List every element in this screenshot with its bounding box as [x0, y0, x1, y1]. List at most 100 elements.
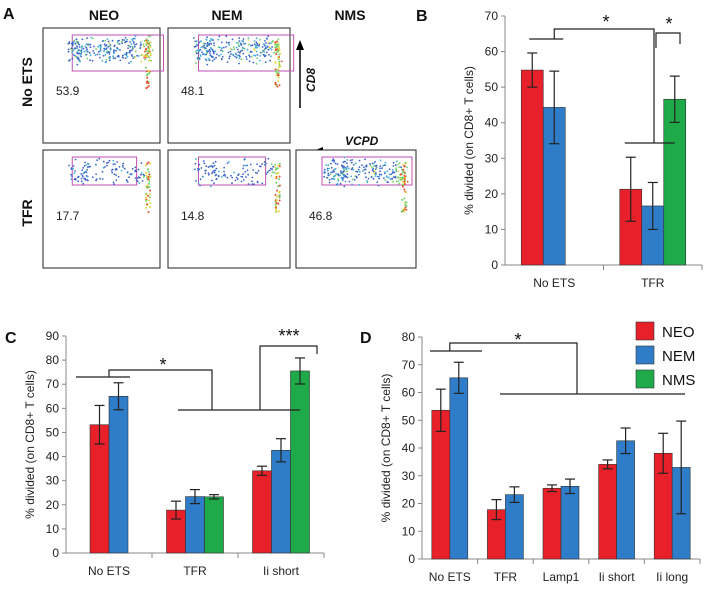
cd8-axis-label: CD8 — [304, 68, 318, 92]
flow-event-dot — [245, 176, 247, 178]
flow-event-dot — [117, 48, 120, 50]
flow-event-dot — [91, 176, 94, 179]
flow-peak-dot — [401, 183, 404, 186]
flow-event-dot — [106, 164, 108, 167]
x-category-label: TFR — [641, 276, 665, 290]
flow-event-dot — [355, 162, 357, 165]
flow-event-dot — [241, 39, 244, 42]
flow-event-dot — [238, 45, 241, 48]
flow-peak-dot — [403, 178, 406, 181]
flow-event-dot — [118, 43, 121, 45]
flow-event-dot — [78, 43, 80, 46]
flow-event-dot — [108, 42, 110, 44]
flow-event-dot — [373, 165, 376, 168]
flow-event-dot — [116, 41, 119, 43]
significance-marker: * — [665, 14, 672, 34]
flow-event-dot — [208, 44, 211, 46]
flow-event-dot — [397, 170, 400, 173]
flow-event-dot — [393, 171, 396, 174]
flow-event-dot — [148, 35, 150, 38]
flow-event-dot — [226, 162, 229, 165]
flow-percentage: 46.8 — [309, 209, 333, 223]
flow-event-dot — [122, 166, 124, 168]
flow-event-dot — [199, 184, 201, 187]
flow-event-dot — [143, 56, 146, 59]
flow-peak-dot — [277, 210, 280, 213]
flow-event-dot — [148, 56, 151, 59]
flow-peak-dot — [147, 82, 150, 85]
flow-event-dot — [107, 40, 110, 43]
flow-peak-dot — [403, 183, 406, 185]
flow-event-dot — [263, 55, 266, 58]
y-tick-label: 20 — [46, 498, 60, 512]
flow-event-dot — [111, 171, 114, 174]
flow-event-dot — [243, 158, 246, 161]
flow-peak-dot — [278, 162, 281, 165]
flow-peak-dot — [274, 61, 277, 64]
flow-peak-dot — [147, 161, 150, 164]
flow-event-dot — [140, 60, 143, 63]
flow-event-dot — [125, 179, 128, 181]
flow-event-dot — [259, 38, 261, 41]
flow-event-dot — [250, 44, 252, 47]
flow-event-dot — [333, 161, 335, 163]
flow-event-dot — [397, 177, 400, 179]
flow-event-dot — [268, 169, 271, 172]
flow-event-dot — [121, 164, 124, 167]
flow-event-dot — [344, 180, 347, 183]
flow-event-dot — [79, 53, 82, 56]
flow-event-dot — [209, 54, 212, 57]
flow-event-dot — [242, 52, 245, 55]
flow-event-dot — [238, 54, 240, 57]
flow-peak-dot — [274, 203, 277, 206]
flow-event-dot — [350, 175, 353, 178]
flow-peak-dot — [146, 162, 149, 165]
flow-event-dot — [248, 60, 251, 63]
flow-event-dot — [260, 51, 263, 54]
bar-neo — [431, 409, 451, 560]
flow-event-dot — [119, 49, 121, 51]
flow-peak-dot — [148, 59, 151, 62]
flow-event-dot — [231, 38, 234, 41]
flow-event-dot — [399, 178, 402, 181]
flow-event-dot — [266, 171, 269, 174]
flow-event-dot — [345, 168, 348, 171]
flow-event-dot — [232, 46, 235, 48]
flow-peak-dot — [274, 41, 277, 44]
flow-event-dot — [204, 47, 207, 50]
flow-event-dot — [337, 178, 339, 181]
flow-event-dot — [148, 180, 151, 183]
flow-event-dot — [101, 170, 104, 173]
flow-event-dot — [105, 51, 108, 54]
flow-event-dot — [118, 39, 120, 42]
flow-event-dot — [87, 163, 90, 166]
flow-event-dot — [374, 171, 377, 174]
flow-event-dot — [71, 57, 74, 60]
flow-event-dot — [261, 46, 264, 48]
flow-event-dot — [77, 180, 80, 183]
flow-event-dot — [330, 171, 332, 174]
flow-event-dot — [105, 48, 107, 50]
flow-event-dot — [89, 54, 92, 57]
flow-event-dot — [258, 59, 261, 62]
flow-event-dot — [131, 39, 134, 42]
y-tick-label: 60 — [485, 45, 499, 59]
flow-peak-dot — [147, 50, 150, 53]
flow-peak-dot — [405, 205, 408, 207]
flow-peak-dot — [276, 40, 278, 43]
flow-event-dot — [88, 51, 91, 54]
legend-label-nms: NMS — [662, 372, 695, 389]
flow-event-dot — [217, 174, 220, 177]
flow-event-dot — [213, 52, 215, 55]
flow-event-dot — [264, 61, 267, 64]
flow-peak-dot — [275, 53, 278, 56]
flow-event-dot — [253, 183, 256, 186]
x-category-label: No ETS — [429, 570, 471, 584]
flow-event-dot — [132, 37, 135, 40]
flow-event-dot — [326, 167, 329, 170]
flow-event-dot — [230, 53, 232, 55]
flow-event-dot — [202, 160, 205, 162]
flow-event-dot — [122, 54, 124, 57]
y-tick-label: 20 — [485, 187, 499, 201]
